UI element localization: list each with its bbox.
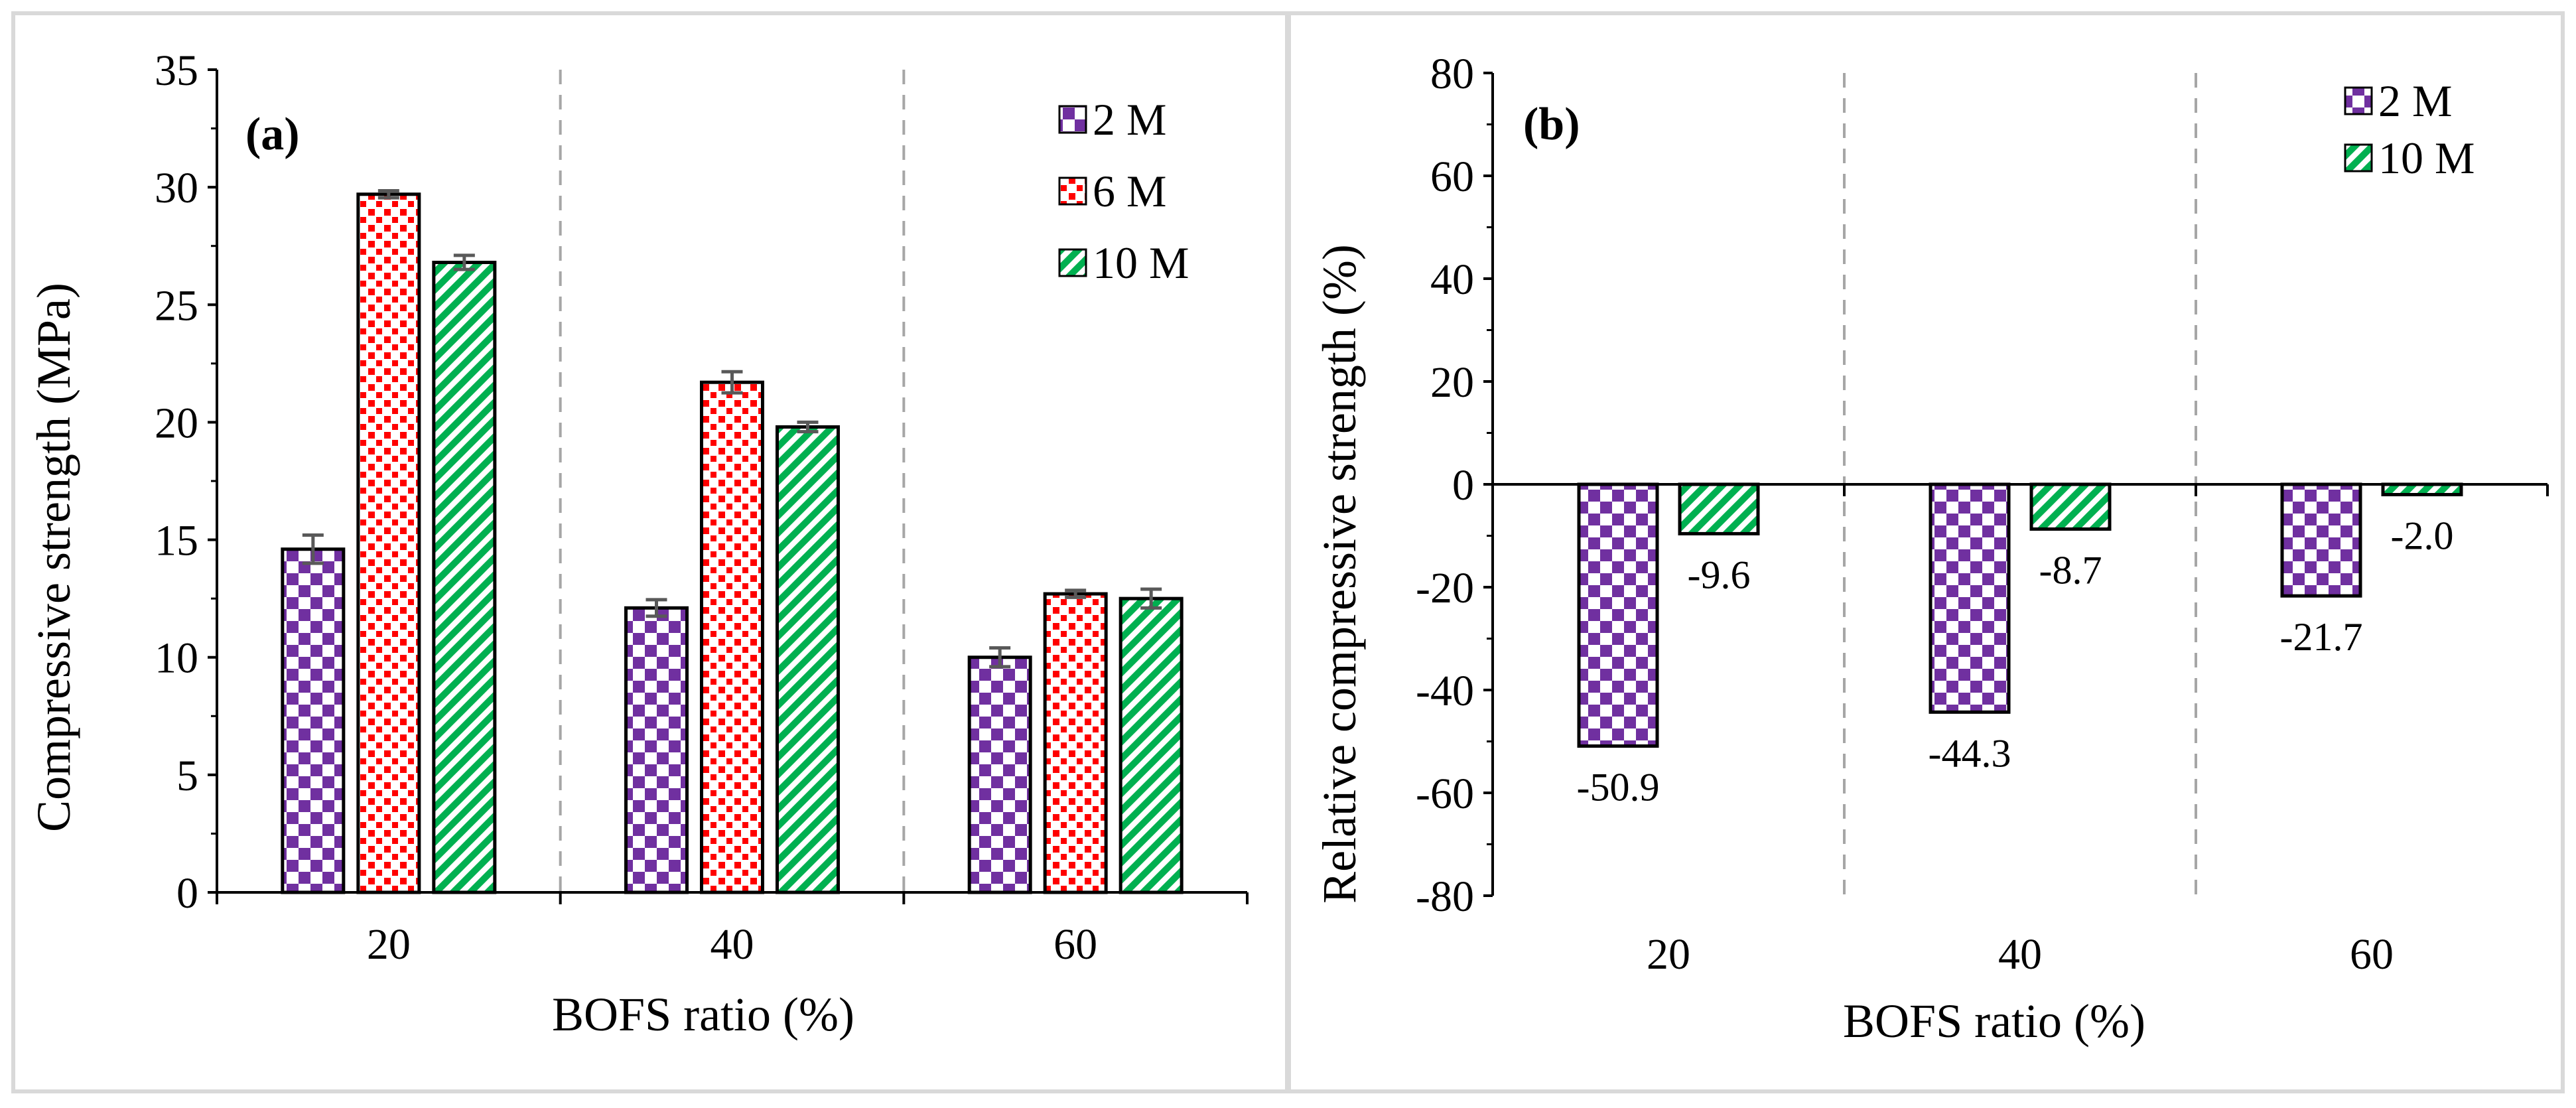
y-tick-label: -40	[1416, 667, 1474, 715]
y-tick-label: 15	[155, 517, 198, 565]
x-tick-label: 20	[1647, 930, 1690, 979]
bar-a-2m-60	[967, 656, 1032, 894]
data-label: -50.9	[1577, 765, 1660, 809]
bar-a-10m-40	[776, 425, 840, 894]
error-bar	[989, 646, 1011, 669]
legend-swatch-a-6m	[1058, 176, 1087, 206]
data-label: -44.3	[1929, 731, 2011, 775]
data-label: -8.7	[2039, 548, 2102, 592]
y-tick-label: 35	[155, 46, 198, 95]
error-bar	[453, 253, 475, 271]
bar-a-10m-20	[432, 261, 497, 894]
error-bar	[377, 188, 399, 200]
bar-a-10m-60	[1119, 596, 1184, 894]
y-tick-label: 40	[1430, 255, 1474, 304]
bar-a-6m-60	[1043, 592, 1108, 894]
bar-a-6m-40	[700, 380, 764, 894]
y-axis-label-b: Relative compressive strength (%)	[1313, 244, 1366, 904]
y-tick-label: 10	[155, 634, 198, 683]
panel-label-b: (b)	[1523, 99, 1580, 150]
error-bar	[1065, 589, 1087, 599]
legend-swatch-a-10m	[1058, 248, 1087, 277]
y-tick-label: 80	[1430, 50, 1474, 98]
y-tick-label: 25	[155, 281, 198, 330]
bar-a-2m-40	[624, 606, 689, 894]
legend-label-a-2m: 2 M	[1093, 94, 1166, 145]
bar-b-2m-20	[1577, 482, 1659, 748]
y-tick-label: 60	[1430, 153, 1474, 201]
x-axis-label-a: BOFS ratio (%)	[552, 988, 854, 1041]
legend-label-b-2m: 2 M	[2378, 76, 2452, 126]
bar-b-2m-40	[1929, 482, 2011, 714]
legend-label-b-10m: 10 M	[2378, 133, 2474, 183]
error-bar	[797, 420, 819, 434]
y-tick-label: 30	[155, 164, 198, 212]
data-label: -21.7	[2280, 615, 2363, 659]
bar-b-10m-20	[1678, 482, 1760, 535]
x-axis-label-b: BOFS ratio (%)	[1843, 995, 2145, 1048]
x-tick-label: 20	[367, 920, 411, 969]
y-tick-label: 20	[1430, 358, 1474, 407]
y-tick-label: 0	[1452, 461, 1474, 510]
error-bar	[645, 598, 667, 618]
y-tick-label: -60	[1416, 770, 1474, 818]
panel-a: 0 5 10 15 20 25 30 35 20 40 60 Compressive streng…	[11, 11, 1289, 1093]
data-label: -2.0	[2391, 514, 2454, 558]
legend-swatch-b-2m	[2344, 86, 2373, 115]
y-tick-label: -80	[1416, 872, 1474, 921]
data-label: -9.6	[1688, 553, 1751, 596]
y-tick-label: 20	[155, 399, 198, 447]
y-tick-label: -20	[1416, 564, 1474, 612]
bar-b-10m-60	[2381, 482, 2463, 496]
y-tick-label: 5	[176, 752, 198, 800]
legend-swatch-b-10m	[2344, 143, 2373, 173]
legend-label-a-10m: 10 M	[1093, 238, 1189, 288]
x-tick-label: 60	[2350, 930, 2394, 979]
panel-b: -80 -60 -40 -20 0 20 40 60 80 20 40 60 -50.9 -44.3 -…	[1287, 11, 2565, 1093]
bar-b-2m-60	[2280, 482, 2362, 598]
error-bar	[1140, 587, 1162, 610]
error-bar	[721, 370, 743, 395]
x-tick-label: 40	[711, 920, 754, 969]
bar-a-2m-20	[281, 547, 346, 894]
panel-label-a: (a)	[245, 109, 300, 160]
y-axis-label-a: Compressive strength (MPa)	[27, 283, 80, 832]
error-bar	[302, 533, 324, 565]
y-tick-label: 0	[176, 869, 198, 918]
bar-b-10m-40	[2029, 482, 2112, 531]
legend-label-a-6m: 6 M	[1093, 166, 1166, 216]
bar-a-6m-20	[356, 192, 421, 894]
legend-swatch-a-2m	[1058, 105, 1087, 134]
x-tick-label: 40	[1998, 930, 2042, 979]
x-tick-label: 60	[1053, 920, 1097, 969]
